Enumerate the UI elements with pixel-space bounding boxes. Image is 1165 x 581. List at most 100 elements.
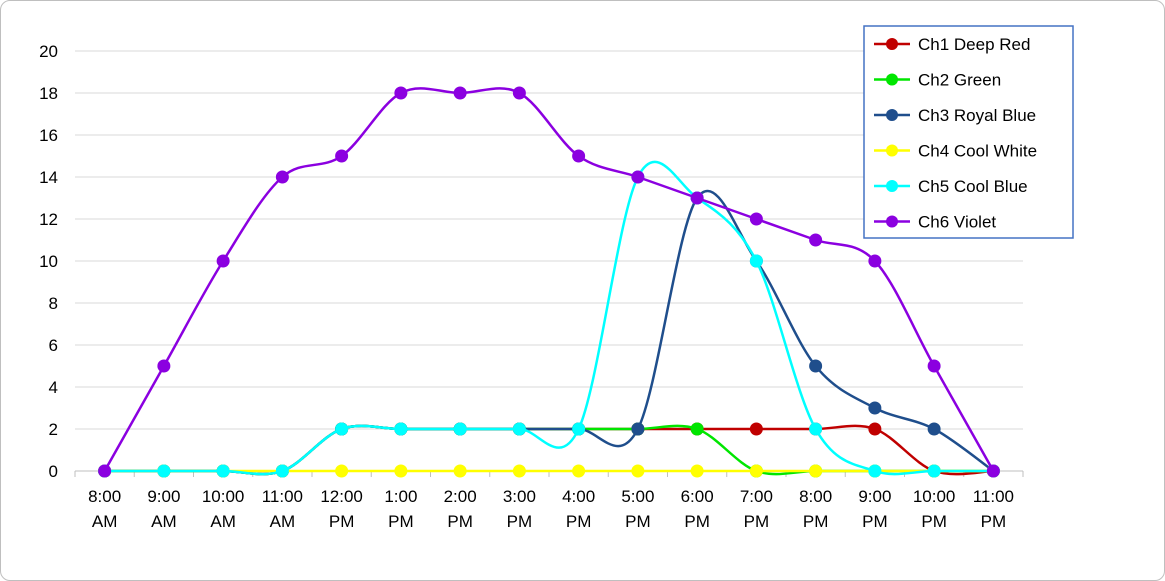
data-point <box>749 254 763 268</box>
y-tick-label: 18 <box>39 84 58 103</box>
x-tick-label-time: 5:00 <box>621 487 654 506</box>
data-point <box>927 422 941 436</box>
data-point <box>749 422 763 436</box>
series-ch6-violet <box>98 86 1000 478</box>
data-point <box>809 359 823 373</box>
data-point <box>868 401 882 415</box>
y-tick-label: 16 <box>39 126 58 145</box>
x-tick-label-period: PM <box>388 512 414 531</box>
data-point <box>335 149 349 163</box>
legend-item: Ch2 Green <box>874 71 1001 90</box>
data-point <box>98 464 112 478</box>
x-tick-label-period: PM <box>329 512 355 531</box>
series-line <box>103 87 995 473</box>
data-point <box>631 422 645 436</box>
data-point <box>216 254 230 268</box>
legend-swatch-marker <box>886 109 898 121</box>
x-tick-label-period: PM <box>981 512 1007 531</box>
y-tick-label: 6 <box>49 336 58 355</box>
y-tick-label: 10 <box>39 252 58 271</box>
data-point <box>749 464 763 478</box>
x-tick-label-time: 4:00 <box>562 487 595 506</box>
data-point <box>809 422 823 436</box>
data-point <box>216 464 230 478</box>
data-point <box>275 464 289 478</box>
data-point <box>157 359 171 373</box>
x-tick-label-period: PM <box>803 512 829 531</box>
x-tick-label-period: PM <box>684 512 710 531</box>
legend-item: Ch1 Deep Red <box>874 35 1030 54</box>
data-point <box>572 422 586 436</box>
legend-label: Ch2 Green <box>918 71 1001 90</box>
x-tick-label-period: PM <box>744 512 770 531</box>
x-tick-label-time: 10:00 <box>913 487 956 506</box>
data-point <box>809 233 823 247</box>
legend-item: Ch3 Royal Blue <box>874 106 1036 125</box>
y-tick-label: 0 <box>49 462 58 481</box>
data-point <box>512 422 526 436</box>
y-tick-label: 14 <box>39 168 58 187</box>
x-tick-label-period: PM <box>921 512 947 531</box>
x-tick-label-period: PM <box>447 512 473 531</box>
legend-item: Ch4 Cool White <box>874 142 1037 161</box>
data-point <box>453 422 467 436</box>
data-point <box>690 422 704 436</box>
x-tick-label-time: 2:00 <box>444 487 477 506</box>
data-point <box>453 86 467 100</box>
data-point <box>394 464 408 478</box>
x-tick-label-time: 1:00 <box>384 487 417 506</box>
legend-label: Ch4 Cool White <box>918 142 1037 161</box>
x-axis: 8:00 AM 9:00 AM 10:00 AM 11:00 AM 12:00 PM 1:00 PM 2… <box>74 470 1024 531</box>
legend-swatch-marker <box>886 73 898 86</box>
data-point <box>809 464 823 478</box>
data-point <box>572 464 586 478</box>
data-point <box>868 422 882 436</box>
legend: Ch1 Deep Red Ch2 Green Ch3 Royal Blue Ch4 C… <box>863 25 1074 239</box>
legend-swatch-marker <box>886 215 898 228</box>
data-point <box>631 464 645 478</box>
x-tick-label-period: AM <box>151 512 177 531</box>
y-tick-label: 2 <box>49 420 58 439</box>
x-tick-label-time: 3:00 <box>503 487 536 506</box>
x-tick-label-time: 8:00 <box>88 487 121 506</box>
data-point <box>453 464 467 478</box>
data-point <box>749 212 763 226</box>
series-ch1-deep-red <box>98 422 1000 478</box>
y-axis: 0 2 4 6 8 10 12 14 16 18 20 <box>39 42 58 481</box>
series-layer <box>98 86 1000 478</box>
data-point <box>335 464 349 478</box>
legend-item: Ch5 Cool Blue <box>874 177 1028 196</box>
legend-label: Ch1 Deep Red <box>918 35 1030 54</box>
legend-swatch-marker <box>886 144 898 157</box>
x-tick-label-period: AM <box>270 512 296 531</box>
x-tick-label-period: PM <box>862 512 888 531</box>
x-tick-label-time: 8:00 <box>799 487 832 506</box>
data-point <box>394 422 408 436</box>
legend-swatch-marker <box>886 38 898 50</box>
legend-label: Ch6 Violet <box>918 213 996 232</box>
data-point <box>868 464 882 478</box>
y-tick-label: 12 <box>39 210 58 229</box>
data-point <box>927 464 941 478</box>
legend-label: Ch3 Royal Blue <box>918 106 1036 125</box>
x-tick-label-time: 7:00 <box>740 487 773 506</box>
x-tick-label-period: PM <box>625 512 651 531</box>
x-tick-label-period: PM <box>507 512 533 531</box>
data-point <box>572 149 586 163</box>
data-point <box>631 170 645 184</box>
legend-box <box>863 25 1074 239</box>
x-tick-label-period: PM <box>566 512 592 531</box>
data-point <box>927 359 941 373</box>
data-point <box>868 254 882 268</box>
data-point <box>157 464 171 478</box>
data-point <box>690 191 704 205</box>
series-line <box>103 189 995 476</box>
y-tick-label: 8 <box>49 294 58 313</box>
data-point <box>275 170 289 184</box>
series-ch2-green <box>98 422 1000 478</box>
x-tick-label-period: AM <box>92 512 118 531</box>
x-tick-label-time: 11:00 <box>262 487 303 506</box>
x-tick-label-time: 9:00 <box>147 487 180 506</box>
y-tick-label: 20 <box>39 42 58 61</box>
y-tick-label: 4 <box>49 378 58 397</box>
